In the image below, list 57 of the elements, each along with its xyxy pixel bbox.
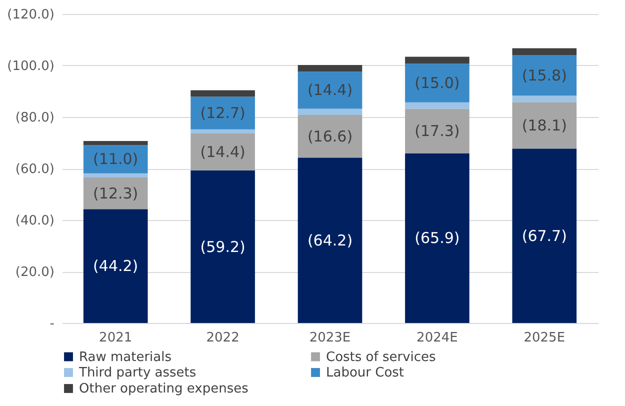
data-label: (15.8): [522, 66, 567, 84]
bar: [83, 178, 148, 210]
legend-label: Third party assets: [78, 366, 196, 380]
bar: [190, 133, 255, 171]
data-label: (44.2): [93, 257, 138, 276]
bar: [405, 64, 470, 102]
bar: [298, 158, 362, 323]
data-label: (67.7): [522, 226, 567, 245]
bar: [83, 145, 148, 174]
bar: [512, 96, 577, 102]
bar: [190, 96, 255, 130]
data-label: (12.7): [200, 104, 246, 122]
x-tick-label: 2023E: [309, 330, 351, 346]
bar: [512, 102, 577, 149]
bar: [405, 102, 470, 109]
bar: [83, 209, 148, 323]
y-tick-label: (120.0): [7, 8, 54, 22]
bar: [405, 56, 470, 64]
bar: [298, 108, 362, 115]
data-label: (17.3): [414, 122, 460, 140]
legend-label: Costs of services: [326, 350, 436, 365]
bar: [83, 173, 148, 178]
y-tick-label: (40.0): [15, 214, 54, 228]
data-label: (65.9): [414, 229, 460, 248]
data-label: (18.1): [522, 116, 567, 134]
legend-label: Labour Cost: [326, 366, 404, 380]
legend-label: Other operating expenses: [79, 382, 249, 396]
data-label: (14.4): [307, 81, 353, 100]
x-tick-label: 2025E: [524, 330, 566, 346]
data-label: (12.3): [93, 184, 138, 202]
y-tick-label: (20.0): [15, 265, 54, 280]
bar: [298, 64, 362, 72]
x-tick-label: 2021: [99, 330, 132, 346]
bar: [405, 108, 470, 154]
bar: [512, 54, 577, 96]
bar: [512, 48, 577, 55]
y-tick-label: (60.0): [15, 162, 54, 177]
data-label: (11.0): [93, 150, 138, 168]
data-label: (15.0): [414, 74, 460, 92]
bar: [83, 140, 148, 146]
y-tick-label: (100.0): [7, 59, 54, 74]
y-tick-label: -: [50, 316, 55, 332]
data-label: (16.6): [307, 127, 353, 146]
x-tick-label: 2022: [206, 330, 240, 346]
data-label: (64.2): [307, 231, 353, 250]
y-tick-label: (80.0): [15, 110, 54, 126]
bar: [190, 129, 255, 134]
x-tick-label: 2024E: [416, 330, 458, 346]
legend-label: Raw materials: [79, 350, 172, 365]
bar: [190, 90, 255, 97]
bar: [512, 148, 577, 323]
bar: [298, 72, 362, 109]
data-label: (14.4): [200, 143, 246, 162]
bar: [190, 170, 255, 323]
bar: [298, 114, 362, 158]
data-label: (59.2): [200, 238, 246, 256]
bar: [405, 153, 470, 323]
